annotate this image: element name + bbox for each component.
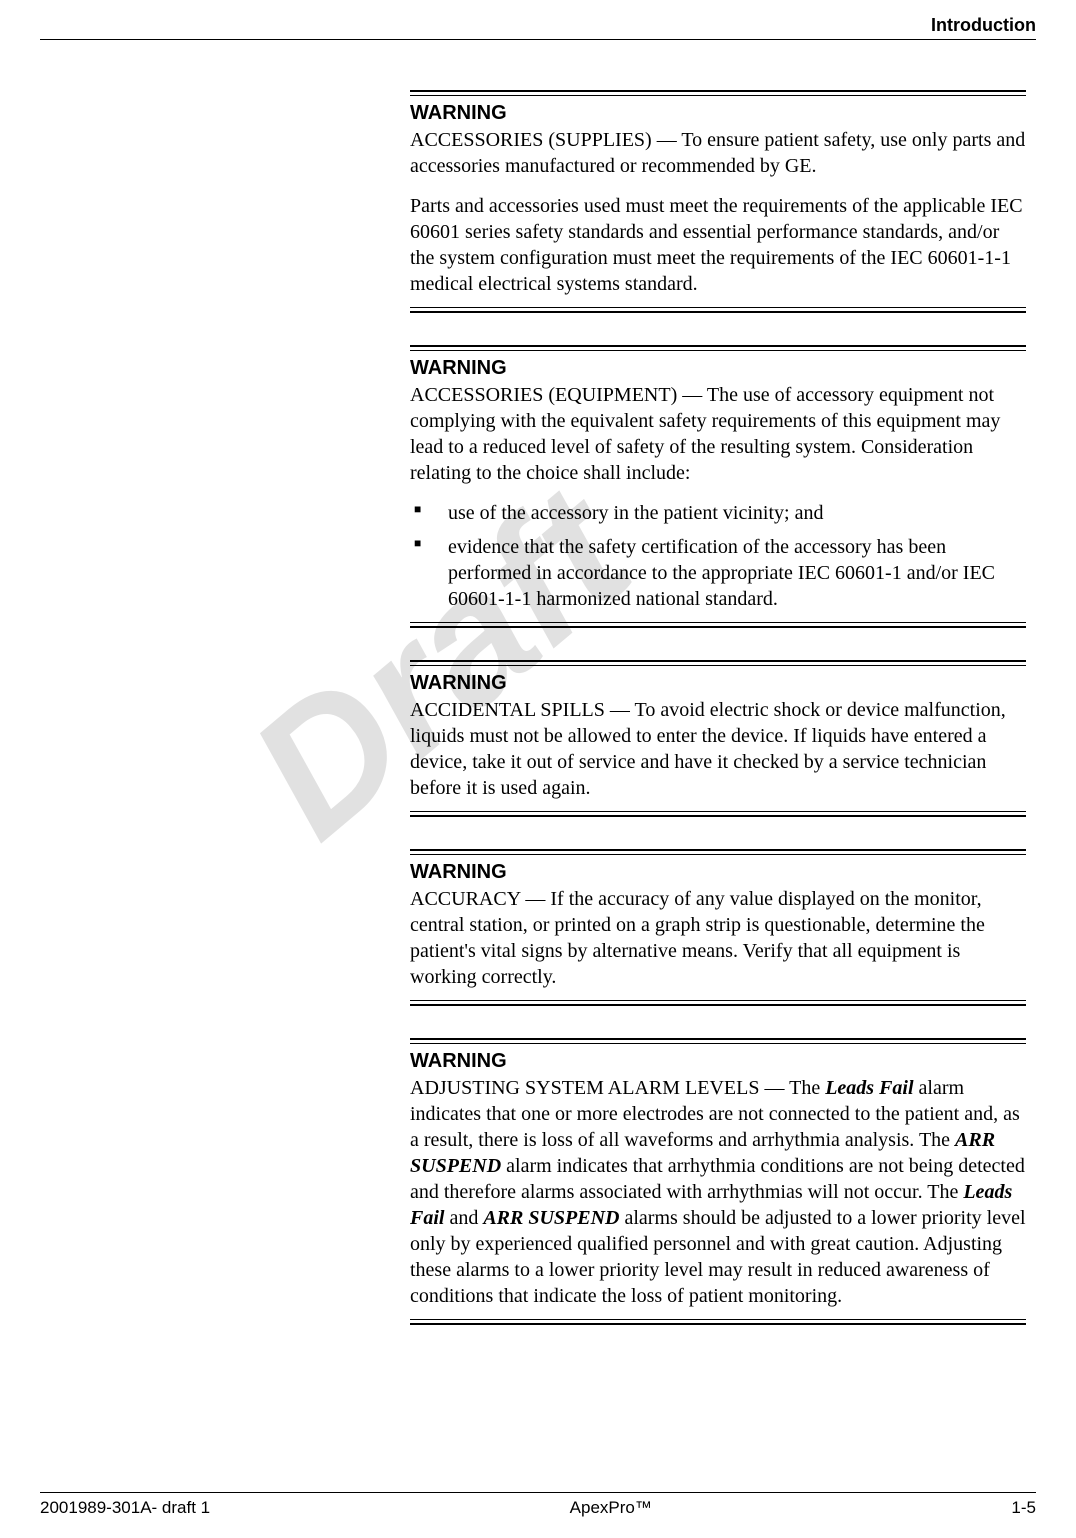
text-run: ADJUSTING SYSTEM ALARM LEVELS — The	[410, 1077, 825, 1099]
rule-bottom-thick	[410, 1004, 1026, 1006]
rule-bottom-thin	[410, 307, 1026, 308]
footer-product: ApexPro™	[570, 1498, 652, 1518]
warning-title: WARNING	[410, 102, 1026, 125]
page-header: Introduction	[40, 15, 1036, 40]
rule-top-thick	[410, 90, 1026, 92]
warning-paragraph: ACCURACY — If the accuracy of any value …	[410, 886, 1026, 990]
warning-block: WARNING ACCESSORIES (EQUIPMENT) — The us…	[410, 345, 1026, 628]
warning-paragraph: ACCESSORIES (EQUIPMENT) — The use of acc…	[410, 382, 1026, 486]
footer-doc-id: 2001989-301A- draft 1	[40, 1498, 210, 1518]
warning-body: ACCESSORIES (EQUIPMENT) — The use of acc…	[410, 382, 1026, 486]
rule-bottom-thin	[410, 1319, 1026, 1320]
rule-top-thin	[410, 95, 1026, 96]
warning-title: WARNING	[410, 672, 1026, 695]
warning-body: ACCURACY — If the accuracy of any value …	[410, 886, 1026, 990]
alarm-term: ARR SUSPEND	[483, 1207, 619, 1229]
rule-bottom-thick	[410, 311, 1026, 313]
list-item: evidence that the safety certification o…	[410, 534, 1026, 612]
rule-bottom-thick	[410, 1323, 1026, 1325]
footer-page-number: 1-5	[1011, 1498, 1036, 1518]
text-run: alarm indicates that arrhythmia conditio…	[410, 1155, 1025, 1203]
warning-bullet-list: use of the accessory in the patient vici…	[410, 500, 1026, 612]
list-item: use of the accessory in the patient vici…	[410, 500, 1026, 526]
warning-paragraph: ACCIDENTAL SPILLS — To avoid electric sh…	[410, 697, 1026, 801]
rule-bottom-thin	[410, 1000, 1026, 1001]
warning-body: ACCESSORIES (SUPPLIES) — To ensure patie…	[410, 127, 1026, 297]
warning-paragraph: ADJUSTING SYSTEM ALARM LEVELS — The Lead…	[410, 1075, 1026, 1309]
rule-bottom-thin	[410, 811, 1026, 812]
warning-block: WARNING ACCESSORIES (SUPPLIES) — To ensu…	[410, 90, 1026, 313]
warning-body: ACCIDENTAL SPILLS — To avoid electric sh…	[410, 697, 1026, 801]
rule-top-thin	[410, 1043, 1026, 1044]
rule-top-thick	[410, 1038, 1026, 1040]
rule-bottom-thick	[410, 815, 1026, 817]
rule-top-thick	[410, 849, 1026, 851]
rule-bottom-thin	[410, 622, 1026, 623]
warning-block: WARNING ACCURACY — If the accuracy of an…	[410, 849, 1026, 1006]
warning-title: WARNING	[410, 861, 1026, 884]
alarm-term: Leads Fail	[825, 1077, 913, 1099]
page-container: Introduction Draft WARNING ACCESSORIES (…	[0, 0, 1076, 1538]
rule-top-thick	[410, 345, 1026, 347]
main-content: WARNING ACCESSORIES (SUPPLIES) — To ensu…	[410, 90, 1026, 1325]
warning-block: WARNING ADJUSTING SYSTEM ALARM LEVELS — …	[410, 1038, 1026, 1325]
warning-block: WARNING ACCIDENTAL SPILLS — To avoid ele…	[410, 660, 1026, 817]
rule-top-thin	[410, 854, 1026, 855]
rule-top-thin	[410, 350, 1026, 351]
section-title: Introduction	[931, 15, 1036, 35]
rule-top-thin	[410, 665, 1026, 666]
rule-top-thick	[410, 660, 1026, 662]
warning-paragraph: Parts and accessories used must meet the…	[410, 193, 1026, 297]
warning-title: WARNING	[410, 357, 1026, 380]
warning-body: ADJUSTING SYSTEM ALARM LEVELS — The Lead…	[410, 1075, 1026, 1309]
warning-title: WARNING	[410, 1050, 1026, 1073]
text-run: and	[444, 1207, 483, 1229]
warning-paragraph: ACCESSORIES (SUPPLIES) — To ensure patie…	[410, 127, 1026, 179]
rule-bottom-thick	[410, 626, 1026, 628]
page-footer: 2001989-301A- draft 1 ApexPro™ 1-5	[40, 1492, 1036, 1518]
